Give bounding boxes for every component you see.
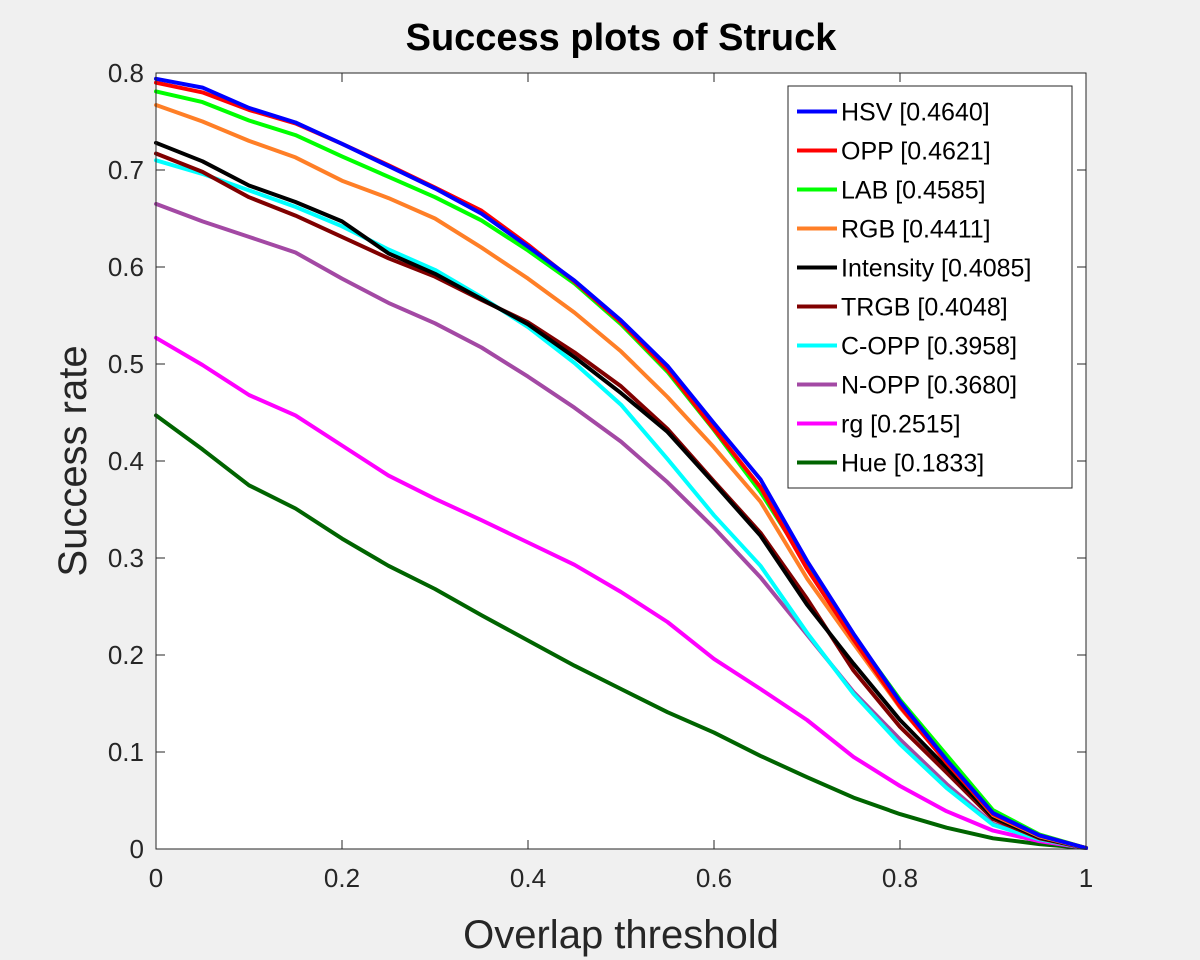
series-line-5 <box>154 151 1088 850</box>
y-tick-label: 0.8 <box>108 58 144 88</box>
y-tick-label: 0.3 <box>108 543 144 573</box>
y-tick-label: 0.6 <box>108 252 144 282</box>
y-tick-label: 0.7 <box>108 155 144 185</box>
y-tick-label: 0.2 <box>108 640 144 670</box>
legend-entry: C-OPP [0.3958] <box>841 333 1017 361</box>
legend-entry: Hue [0.1833] <box>841 450 984 478</box>
y-tick-label: 0.4 <box>108 446 144 476</box>
tick-layer: 0 0.2 0.4 0.6 0.8 1 0 0.1 0.2 0.3 0.4 0.5 0.6 0.7 0.8 <box>108 58 1093 893</box>
chart-title: Success plots of Struck <box>406 17 838 59</box>
y-axis-label: Success rate <box>51 345 95 576</box>
legend-box <box>787 85 1073 489</box>
x-tick-label: 0 <box>149 863 163 893</box>
y-tick-label: 0.1 <box>108 737 144 767</box>
x-tick-label: 1 <box>1079 863 1093 893</box>
legend: HSV [0.4640] OPP [0.4621] LAB [0.4585] RGB … <box>787 85 1073 489</box>
y-tick-label: 0.5 <box>108 349 144 379</box>
legend-entry: RGB [0.4411] <box>841 216 991 244</box>
series-line-7 <box>154 201 1088 850</box>
legend-entry: N-OPP [0.3680] <box>841 372 1017 400</box>
x-tick-label: 0.6 <box>696 863 732 893</box>
series-line-8 <box>154 335 1088 850</box>
series-line-0 <box>154 76 1088 850</box>
legend-entry: rg [0.2515] <box>841 411 961 439</box>
x-axis-label: Overlap threshold <box>463 913 779 957</box>
x-tick-label: 0.8 <box>882 863 918 893</box>
series-line-9 <box>154 413 1088 850</box>
legend-entry: LAB [0.4585] <box>841 177 986 205</box>
legend-entry: HSV [0.4640] <box>841 99 990 127</box>
series-line-6 <box>154 158 1088 850</box>
x-tick-label: 0.2 <box>324 863 360 893</box>
series-line-4 <box>154 140 1088 850</box>
y-tick-label: 0 <box>130 834 144 864</box>
legend-entry: OPP [0.4621] <box>841 138 991 166</box>
legend-entry: TRGB [0.4048] <box>841 294 1008 322</box>
legend-entry: Intensity [0.4085] <box>841 255 1031 283</box>
series-layer <box>154 76 1088 850</box>
x-tick-label: 0.4 <box>510 863 546 893</box>
